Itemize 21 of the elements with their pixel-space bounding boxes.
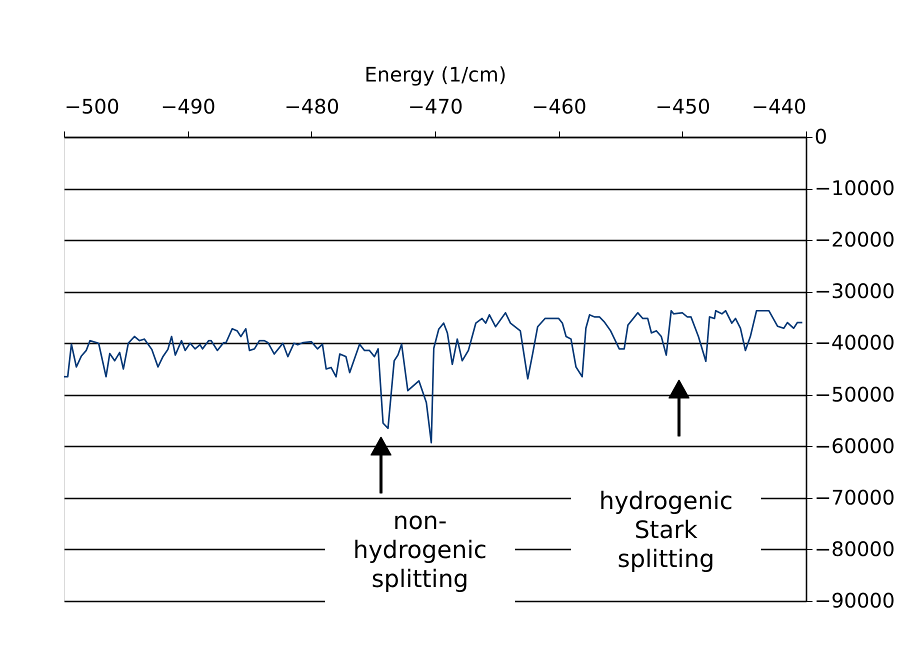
y-tick-label: −40000 <box>814 330 895 355</box>
y-tick-label: −20000 <box>814 228 895 252</box>
y-tick-label: −10000 <box>814 176 895 200</box>
x-tick-label: −480 <box>284 94 340 118</box>
y-tick-label: −50000 <box>814 382 895 406</box>
y-tick-label: −70000 <box>814 485 895 510</box>
x-tick-label: −490 <box>160 94 216 118</box>
x-tick-label: −450 <box>655 94 710 118</box>
line-series <box>63 310 804 444</box>
y-tick-label: −90000 <box>814 588 895 612</box>
x-tick-label: −500 <box>64 94 120 118</box>
x-tick-label: −460 <box>532 94 587 118</box>
x-tick-label: −470 <box>408 94 463 118</box>
x-tick-label: −440 <box>752 94 806 118</box>
x-axis-title: Energy (1/cm) <box>364 62 506 86</box>
annotation: hydrogenic Stark splitting <box>599 487 733 573</box>
annotation: non- hydrogenic splitting <box>353 507 487 593</box>
y-tick-label: −60000 <box>814 434 895 458</box>
y-tick-label: −80000 <box>814 536 895 561</box>
y-tick-label: −30000 <box>814 279 895 304</box>
y-tick-label: 0 <box>814 124 828 148</box>
